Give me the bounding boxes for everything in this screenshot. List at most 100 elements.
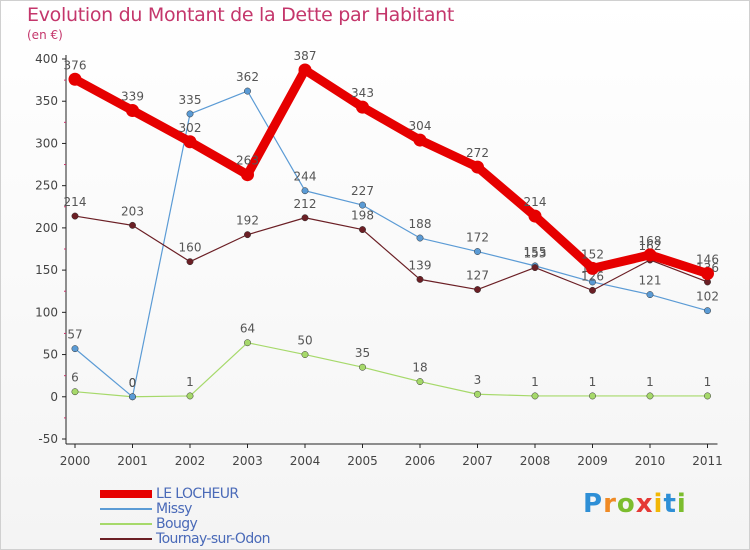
- data-label: 0: [129, 376, 137, 390]
- y-tick-label: 50: [43, 348, 58, 362]
- legend-swatch: [100, 522, 152, 525]
- data-point: [356, 100, 369, 114]
- y-tick-label: 150: [35, 263, 58, 277]
- data-point: [531, 264, 539, 272]
- data-point: [71, 388, 79, 396]
- data-label: 155: [524, 245, 547, 259]
- data-point: [589, 278, 596, 286]
- data-point: [359, 226, 366, 234]
- data-point: [241, 168, 254, 182]
- data-label: 57: [67, 328, 82, 342]
- x-tick-label: 2009: [577, 454, 608, 468]
- data-point: [359, 201, 366, 209]
- data-point: [413, 133, 427, 147]
- data-point: [589, 392, 596, 400]
- data-point: [301, 351, 309, 359]
- data-label: 126: [581, 269, 604, 283]
- legend-swatch: [100, 507, 152, 510]
- data-point: [186, 110, 194, 118]
- series-line: [74, 342, 709, 398]
- legend-item: LE LOCHEUR: [100, 486, 270, 502]
- data-label: 64: [240, 322, 255, 336]
- data-label: 102: [696, 290, 719, 304]
- data-point: [186, 392, 194, 400]
- data-point: [416, 378, 424, 386]
- legend-swatch: [100, 489, 152, 498]
- data-label: 362: [236, 70, 259, 84]
- data-point: [474, 390, 481, 398]
- y-tick-label: 300: [35, 136, 58, 150]
- data-point: [531, 392, 539, 400]
- data-point: [71, 212, 79, 220]
- data-point: [183, 135, 197, 149]
- data-point: [244, 231, 251, 239]
- y-tick-label: 250: [35, 179, 58, 193]
- logo-letter: o: [616, 489, 636, 519]
- chart-title: Evolution du Montant de la Dette par Hab…: [27, 4, 455, 26]
- data-point: [244, 339, 251, 347]
- data-point: [416, 234, 424, 242]
- data-label: 3: [474, 373, 482, 387]
- logo-letter: i: [676, 489, 687, 519]
- data-label: 127: [466, 269, 489, 283]
- x-tick-label: 2008: [520, 454, 551, 468]
- data-label: 203: [121, 204, 144, 218]
- data-label: 304: [409, 119, 432, 133]
- data-label: 302: [179, 121, 202, 135]
- data-label: 387: [294, 49, 317, 63]
- logo-letter: P: [583, 489, 604, 519]
- series-line: [74, 215, 709, 291]
- data-label: 343: [351, 86, 374, 100]
- x-tick-label: 2007: [462, 454, 493, 468]
- data-label: 272: [466, 146, 489, 160]
- y-tick-label: 100: [35, 305, 58, 319]
- x-tick-label: 2000: [60, 454, 91, 468]
- data-label: 6: [71, 371, 79, 385]
- chart-legend: LE LOCHEUR Missy Bougy Tournay-sur-Odon: [100, 486, 270, 547]
- data-label: 214: [64, 195, 87, 209]
- data-point: [126, 104, 139, 118]
- data-label: 168: [639, 234, 662, 248]
- data-label: 172: [466, 231, 489, 245]
- data-point: [129, 393, 136, 401]
- y-tick-label: 200: [35, 221, 58, 235]
- data-point: [298, 63, 312, 77]
- data-label: 192: [236, 214, 259, 228]
- legend-label: Missy: [156, 500, 192, 517]
- data-label: 146: [696, 252, 719, 266]
- data-point: [301, 214, 309, 222]
- chart-subtitle: (en €): [27, 28, 63, 42]
- data-label: 153: [524, 247, 547, 261]
- logo-letter: x: [635, 489, 654, 519]
- data-point: [359, 363, 366, 371]
- legend-swatch: [100, 537, 152, 540]
- data-label: 0: [129, 376, 137, 390]
- data-label: 18: [412, 361, 427, 375]
- data-point: [646, 392, 654, 400]
- data-label: 162: [639, 239, 662, 253]
- x-tick-label: 2002: [175, 454, 206, 468]
- legend-label: Bougy: [156, 515, 198, 532]
- data-label: 1: [646, 375, 654, 389]
- x-tick-label: 2001: [117, 454, 148, 468]
- y-tick-label: -50: [38, 432, 58, 446]
- data-point: [129, 221, 136, 229]
- logo-letter: r: [603, 489, 617, 519]
- x-tick-label: 2006: [405, 454, 436, 468]
- data-label: 1: [589, 375, 597, 389]
- data-point: [586, 261, 599, 275]
- x-tick-label: 2010: [635, 454, 666, 468]
- data-label: 376: [64, 58, 87, 72]
- x-tick-label: 2003: [232, 454, 263, 468]
- data-point: [646, 291, 654, 299]
- data-point: [589, 286, 596, 294]
- data-point: [244, 87, 251, 95]
- data-point: [301, 187, 309, 195]
- data-point: [474, 286, 481, 293]
- data-label: 214: [524, 195, 547, 209]
- data-label: 244: [294, 170, 317, 184]
- data-point: [704, 307, 711, 315]
- data-label: 50: [297, 334, 312, 348]
- data-label: 335: [179, 93, 202, 107]
